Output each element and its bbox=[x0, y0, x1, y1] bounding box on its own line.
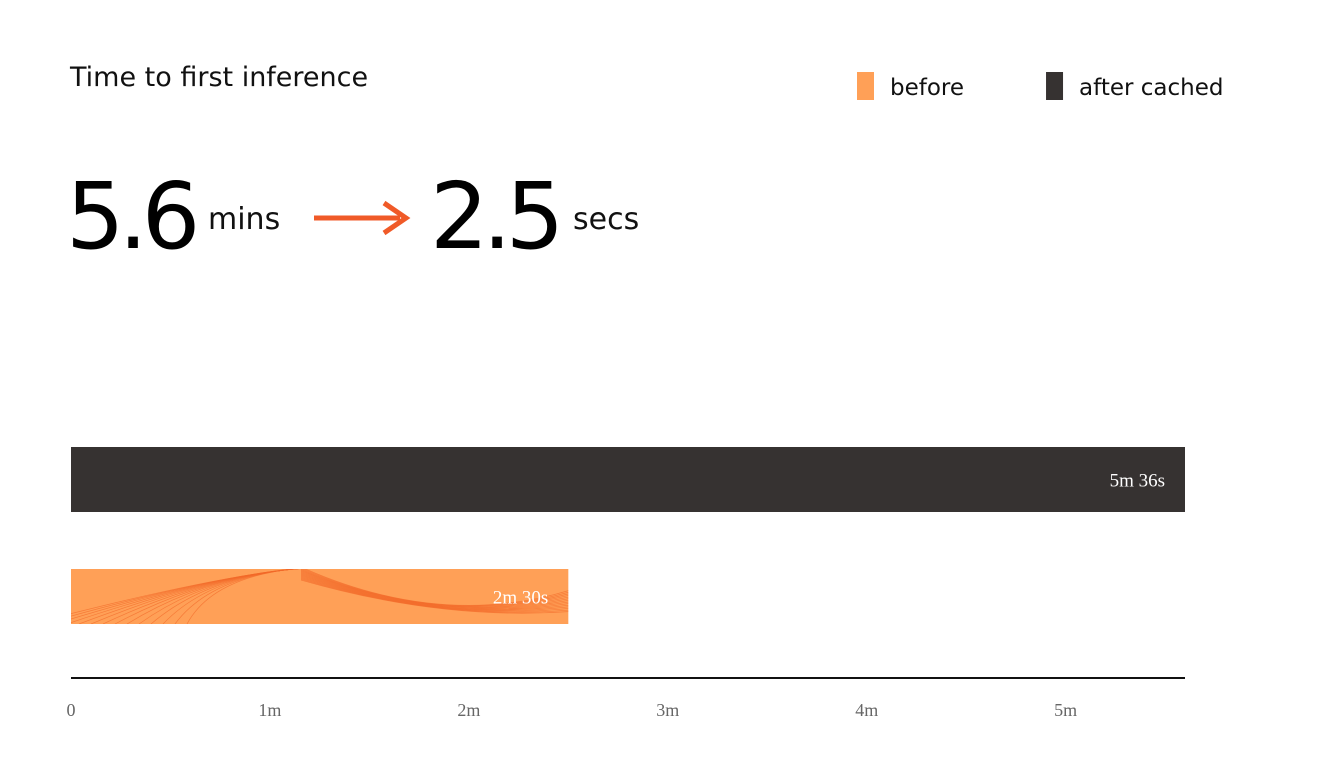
x-tick-label: 5m bbox=[1054, 700, 1077, 720]
legend-swatch bbox=[857, 72, 874, 100]
value-label: 2m 30s bbox=[493, 588, 548, 609]
pattern-line bbox=[150, 569, 299, 624]
x-tick-label: 0 bbox=[67, 700, 76, 720]
x-axis bbox=[70, 676, 1186, 679]
value-label: 5m 36s bbox=[1110, 471, 1165, 492]
x-tick-label: 4m bbox=[855, 700, 878, 720]
chart-title: Time to first inference bbox=[69, 62, 368, 93]
legend-label: after cached bbox=[1079, 75, 1223, 101]
pattern-line bbox=[114, 569, 300, 624]
x-tick-label: 2m bbox=[457, 700, 480, 720]
headline-after: 2.5 bbox=[430, 163, 558, 270]
pattern-line bbox=[78, 569, 300, 624]
x-tick-label: 1m bbox=[258, 700, 281, 720]
legend-swatch bbox=[1046, 72, 1064, 100]
pattern-line bbox=[300, 579, 569, 614]
legend-label: before bbox=[890, 75, 964, 101]
pattern-line bbox=[71, 569, 298, 624]
headline-before-unit: mins bbox=[208, 202, 280, 237]
pattern-line bbox=[102, 569, 300, 624]
x-tick-label: 3m bbox=[656, 700, 679, 720]
arrow bbox=[314, 200, 411, 236]
headline-before: 5.6 bbox=[66, 163, 195, 270]
pattern-line bbox=[186, 569, 296, 624]
pattern-line bbox=[174, 569, 297, 624]
pattern-line bbox=[162, 569, 298, 624]
bar-pattern bbox=[71, 569, 569, 624]
pattern-line bbox=[138, 569, 299, 624]
pattern-line bbox=[126, 569, 299, 624]
bar bbox=[71, 447, 1185, 512]
headline-after-unit: secs bbox=[573, 202, 639, 237]
pattern-line bbox=[90, 569, 300, 624]
